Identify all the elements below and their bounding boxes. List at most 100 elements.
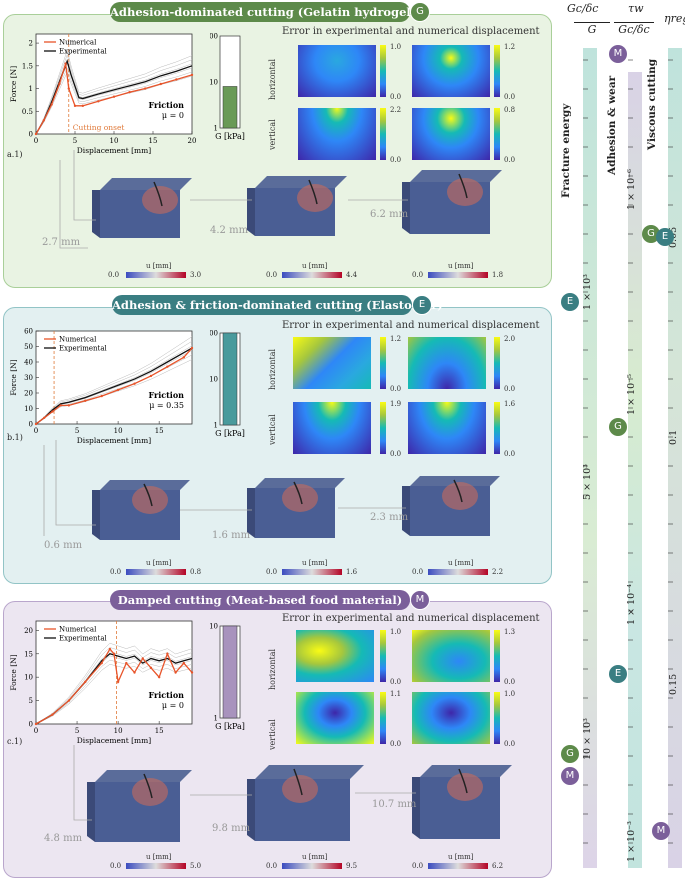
y-tick-label: 30: [24, 374, 33, 382]
block-colorbar: [282, 569, 342, 575]
error-map: [298, 45, 376, 97]
header-viscous: ηreg: [664, 12, 685, 25]
onset-label: Cutting onset: [73, 123, 125, 132]
friction-value: μ = 0: [162, 111, 184, 120]
block-unit: u [mm]: [302, 262, 328, 270]
x-axis-label: Displacement [mm]: [77, 736, 151, 745]
numerical-point: [190, 346, 194, 350]
colorbar-max: 0.8: [504, 106, 516, 114]
numerical-point: [182, 661, 185, 665]
legend-experimental: Experimental: [59, 48, 108, 56]
numerical-point: [67, 87, 70, 90]
block-min: 0.0: [110, 862, 122, 870]
numerical-point: [144, 87, 147, 90]
error-title: Error in experimental and numerical disp…: [282, 26, 540, 37]
error-map: [412, 692, 490, 744]
numerical-point: [73, 104, 77, 108]
numerical-point: [174, 671, 177, 674]
block-colorbar: [428, 569, 488, 575]
numerical-point: [190, 671, 194, 674]
force-plot-meat: 0 5 10 15 20 0 5 10 15 Displacement [mm] Force [N]…: [9, 620, 194, 745]
numerical-point: [100, 394, 103, 398]
x-tick-label: 0: [34, 727, 38, 735]
marker-g: G: [561, 745, 579, 763]
experimental-line: [35, 347, 193, 425]
disp-label: 1.6 mm: [212, 530, 251, 541]
error-map: [412, 630, 490, 682]
y-tick-label: 1.5: [22, 62, 33, 70]
colorbar: [494, 630, 500, 682]
numerical-point: [67, 404, 71, 407]
header-fracture-den: G: [574, 22, 610, 36]
colorbar-max: 1.2: [390, 335, 402, 343]
numerical-point: [116, 388, 120, 392]
block-max: 2.2: [492, 568, 504, 576]
y-tick-label: 20: [24, 390, 33, 398]
marker-g: G: [609, 418, 627, 436]
disp-label: 10.7 mm: [372, 799, 417, 810]
crack: [308, 179, 318, 205]
block-min: 0.0: [412, 271, 424, 279]
y-tick-label: 15: [24, 650, 33, 658]
y-axis-label: Force [N]: [9, 654, 18, 690]
crack: [143, 773, 153, 799]
numerical-point: [51, 410, 54, 413]
spread-line: [35, 49, 193, 135]
spread-line: [35, 647, 193, 725]
crack: [458, 768, 468, 794]
block-meat-3: [412, 765, 512, 839]
x-tick-label: 10: [114, 427, 123, 435]
spread-line: [35, 336, 193, 425]
g-tick-label: 10: [210, 79, 218, 87]
block-colorbar: [126, 272, 186, 278]
fracture-energy-bar: [583, 48, 597, 868]
block-min: 0.0: [110, 568, 122, 576]
block-top: [255, 765, 364, 779]
block-side: [92, 490, 100, 540]
block-colorbar: [282, 272, 342, 278]
header-fracture-num: Gc/δc: [567, 2, 599, 15]
spread-line: [35, 642, 193, 725]
numerical-point: [34, 132, 38, 136]
legend-experimental: Experimental: [59, 635, 108, 643]
block-unit: u [mm]: [302, 559, 328, 567]
colorbar-max: 1.0: [390, 43, 402, 51]
numerical-point: [112, 652, 116, 655]
colorbar-min: 0.0: [390, 740, 402, 748]
block-side: [87, 782, 95, 842]
colorbar: [494, 45, 500, 97]
block-top: [100, 178, 192, 190]
error-map: [293, 337, 371, 389]
block-top: [410, 170, 502, 182]
spread-line: [35, 71, 193, 135]
colorbar: [494, 402, 500, 454]
numerical-point: [84, 399, 87, 402]
g-bar-elastomer: 1 10 100 G [kPa]: [210, 330, 245, 439]
colorbar: [494, 108, 500, 160]
block-max: 1.6: [346, 568, 358, 576]
g-tick-label: 10: [210, 376, 218, 384]
marker-e: E: [609, 665, 627, 683]
colorbar-min: 0.0: [390, 678, 402, 686]
x-tick-label: 10: [110, 137, 119, 145]
connector: [73, 745, 92, 821]
colorbar-max: 1.6: [504, 400, 516, 408]
numerical-point: [166, 652, 169, 655]
numerical-point: [182, 356, 185, 359]
colorbar: [380, 337, 386, 389]
x-axis-label: Displacement [mm]: [77, 436, 151, 445]
x-tick-label: 15: [155, 427, 164, 435]
block-side: [247, 188, 255, 236]
disp-label: 4.2 mm: [210, 225, 249, 236]
colorbar: [380, 108, 386, 160]
block-gelatin-3: [402, 170, 502, 234]
colorbar-max: 2.2: [390, 106, 402, 114]
numerical-point: [190, 73, 194, 77]
colorbar: [380, 630, 386, 682]
x-tick-label: 20: [188, 137, 197, 145]
numerical-point: [67, 699, 71, 702]
crack: [453, 479, 463, 503]
spread-line: [35, 341, 193, 425]
marker-m: M: [652, 822, 670, 840]
numerical-point: [159, 82, 162, 86]
